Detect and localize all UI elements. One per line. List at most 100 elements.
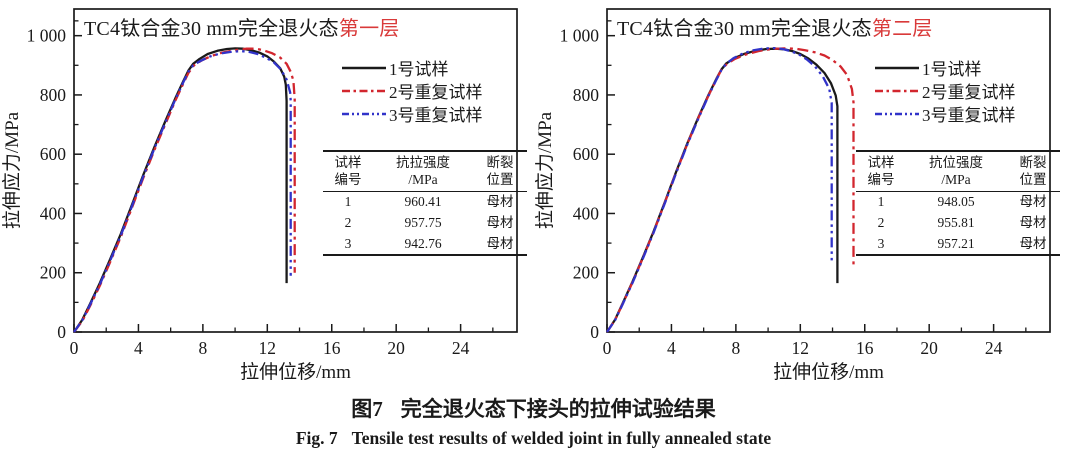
cell-strength: 957.75 xyxy=(404,214,442,230)
cell-fracture: 母材 xyxy=(486,235,514,251)
x-tick-label: 12 xyxy=(259,338,277,358)
x-tick-label: 0 xyxy=(70,338,79,358)
dashdot-line-icon xyxy=(875,89,919,92)
x-tick-label: 4 xyxy=(667,338,676,358)
dashdotdot-line-icon xyxy=(342,112,386,115)
y-tick-label: 0 xyxy=(57,322,66,342)
col-header-sample: 试样 编号 xyxy=(323,151,373,192)
x-tick-label: 12 xyxy=(792,338,810,358)
x-axis-label: 拉伸位移/mm xyxy=(240,361,351,383)
cell-fracture: 母材 xyxy=(486,214,514,230)
y-tick-label: 200 xyxy=(40,263,67,283)
cell-sample-no: 2 xyxy=(344,214,352,230)
y-axis-label: 拉伸应力/MPa xyxy=(534,111,556,229)
legend-label: 3号重复试样 xyxy=(922,106,1016,125)
col-header-sample: 试样 编号 xyxy=(856,151,906,192)
cell-strength: 955.81 xyxy=(937,214,975,230)
col-header-fracture: 断裂 位置 xyxy=(1006,151,1060,192)
x-tick-label: 20 xyxy=(387,338,405,358)
figure-caption-zh-text: 完全退火态下接头的拉伸试验结果 xyxy=(400,397,716,421)
chart-title: TC4钛合金30 mm完全退火态第二层 xyxy=(617,12,932,41)
legend-item: 1号试样 xyxy=(341,56,483,79)
figure-number-zh: 图7 xyxy=(351,397,383,421)
x-tick-label: 4 xyxy=(134,338,143,358)
y-tick-label: 1 000 xyxy=(27,26,67,46)
cell-fracture: 母材 xyxy=(1019,193,1047,209)
legend-item: 3号重复试样 xyxy=(874,102,1016,125)
legend-label: 1号试样 xyxy=(389,60,449,79)
legend-label: 2号重复试样 xyxy=(389,83,483,102)
y-tick-label: 400 xyxy=(40,203,67,223)
legend-item: 3号重复试样 xyxy=(341,102,483,125)
y-tick-label: 0 xyxy=(590,322,599,342)
cell-fracture: 母材 xyxy=(486,193,514,209)
legend-item: 2号重复试样 xyxy=(874,79,1016,102)
x-tick-label: 0 xyxy=(603,338,612,358)
col-header-fracture: 断裂 位置 xyxy=(473,151,527,192)
curve-3 xyxy=(606,46,833,333)
dashdot-line-icon xyxy=(342,89,386,92)
curve-3 xyxy=(73,49,292,333)
figure-number-en: Fig. 7 xyxy=(295,428,338,448)
chart-title-layer: 第二层 xyxy=(871,18,933,40)
chart-title-main: TC4钛合金30 mm完全退火态 xyxy=(617,18,872,40)
cell-sample-no: 3 xyxy=(344,235,352,251)
x-tick-label: 8 xyxy=(731,338,740,358)
x-axis-label: 拉伸位移/mm xyxy=(773,361,884,383)
cell-sample-no: 2 xyxy=(877,214,885,230)
chart-panel-layer1: 0 4 8 12 16 20 24 0 200 400 600 800 1 000 拉伸位移/mm 拉伸应力… xyxy=(0,0,533,390)
legend-label: 3号重复试样 xyxy=(389,106,483,125)
table-header-row: 试样 编号 抗位强度/MPa 断裂 位置 xyxy=(856,151,1060,192)
results-table: 试样 编号 抗拉强度/MPa 断裂 位置 1 960.41 母材 2 957.75 … xyxy=(323,150,527,257)
chart-title-layer: 第一层 xyxy=(338,18,400,40)
legend-item: 1号试样 xyxy=(874,56,1016,79)
legend-label: 2号重复试样 xyxy=(922,83,1016,102)
legend: 1号试样 2号重复试样 3号重复试样 xyxy=(341,56,483,125)
cell-strength: 948.05 xyxy=(937,193,975,209)
chart-panel-layer2: 0 4 8 12 16 20 24 0 200 400 600 800 1 000 拉伸位移/mm 拉伸应力… xyxy=(533,0,1066,390)
x-tick-label: 24 xyxy=(985,338,1003,358)
curve-1 xyxy=(606,47,839,333)
x-tick-label: 24 xyxy=(452,338,470,358)
cell-strength: 942.76 xyxy=(404,235,442,251)
y-tick-label: 600 xyxy=(40,144,67,164)
table-header-row: 试样 编号 抗拉强度/MPa 断裂 位置 xyxy=(323,151,527,192)
curve-2 xyxy=(606,47,855,333)
y-axis-label: 拉伸应力/MPa xyxy=(1,111,23,229)
chart-title: TC4钛合金30 mm完全退火态第一层 xyxy=(84,12,399,41)
y-tick-label: 400 xyxy=(573,203,600,223)
results-table: 试样 编号 抗位强度/MPa 断裂 位置 1 948.05 母材 2 955.81 … xyxy=(856,150,1060,257)
figure-caption-zh: 图7 完全退火态下接头的拉伸试验结果 xyxy=(0,396,1067,422)
col-header-strength: 抗拉强度/MPa xyxy=(373,151,473,192)
table-row: 1 960.41 母材 xyxy=(323,191,527,212)
cell-strength: 960.41 xyxy=(404,193,442,209)
cell-strength: 957.21 xyxy=(937,235,975,251)
chart-title-main: TC4钛合金30 mm完全退火态 xyxy=(84,18,339,40)
y-tick-label: 800 xyxy=(573,85,600,105)
curve-2 xyxy=(73,47,296,333)
cell-sample-no: 1 xyxy=(877,193,885,209)
y-tick-label: 800 xyxy=(40,85,67,105)
table-row: 1 948.05 母材 xyxy=(856,191,1060,212)
cell-sample-no: 3 xyxy=(877,235,885,251)
y-tick-label: 600 xyxy=(573,144,600,164)
legend-label: 1号试样 xyxy=(922,60,982,79)
table-row: 2 957.75 母材 xyxy=(323,213,527,234)
figure-caption-en-text: Tensile test results of welded joint in … xyxy=(351,428,772,448)
solid-line-icon xyxy=(875,66,919,69)
legend-item: 2号重复试样 xyxy=(341,79,483,102)
table-row: 2 955.81 母材 xyxy=(856,213,1060,234)
figure-caption-en: Fig. 7 Tensile test results of welded joi… xyxy=(0,427,1067,449)
legend: 1号试样 2号重复试样 3号重复试样 xyxy=(874,56,1016,125)
y-tick-label: 200 xyxy=(573,263,600,283)
x-tick-label: 16 xyxy=(323,338,341,358)
x-tick-label: 20 xyxy=(920,338,938,358)
cell-fracture: 母材 xyxy=(1019,235,1047,251)
cell-sample-no: 1 xyxy=(344,193,352,209)
x-tick-label: 8 xyxy=(198,338,207,358)
x-tick-label: 16 xyxy=(856,338,874,358)
y-tick-label: 1 000 xyxy=(560,26,600,46)
